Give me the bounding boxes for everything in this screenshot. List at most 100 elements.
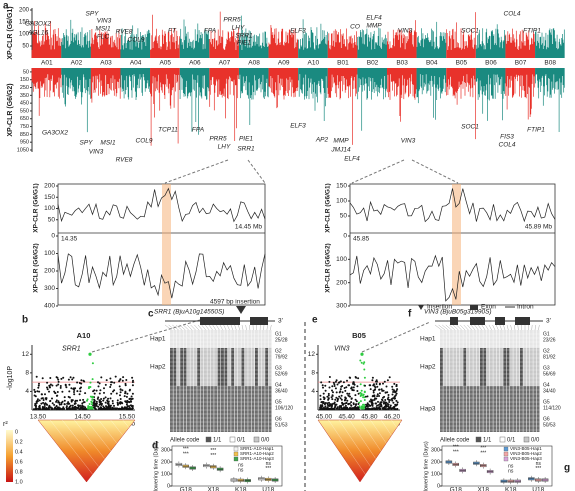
genotype-cell — [446, 386, 450, 432]
snp — [372, 384, 375, 387]
snp — [97, 408, 100, 411]
genotype-cell — [224, 386, 228, 432]
snp — [63, 399, 66, 402]
snp — [99, 389, 102, 392]
snp — [391, 393, 394, 396]
exon — [200, 317, 240, 325]
snp — [53, 403, 56, 406]
snp — [350, 404, 353, 407]
chromosome-label: A04 — [130, 60, 142, 67]
snp — [35, 408, 38, 411]
snp — [104, 407, 106, 410]
snp — [131, 376, 134, 379]
snp — [109, 377, 112, 380]
genotype-cell — [170, 330, 173, 348]
genotype-cell — [506, 348, 510, 386]
snp — [341, 408, 344, 411]
significance: ns — [266, 461, 272, 467]
connector — [351, 159, 405, 184]
snp — [351, 389, 354, 392]
snp — [130, 400, 133, 403]
snp — [366, 404, 368, 407]
snp — [45, 408, 48, 411]
snp — [95, 404, 98, 407]
snp — [334, 380, 337, 383]
snp — [378, 392, 381, 395]
significance: *** — [535, 466, 541, 472]
y-tick-label: 850 — [20, 132, 29, 138]
snp — [389, 406, 392, 409]
snp — [98, 382, 101, 385]
snp — [322, 386, 324, 389]
group-count: 36/40 — [275, 388, 288, 394]
significance: *** — [183, 447, 189, 453]
snp — [350, 397, 353, 400]
legend-label: SRR1-A10-Hap3 — [240, 456, 274, 461]
ld-grid — [380, 419, 392, 436]
snp — [344, 389, 347, 392]
snp — [55, 405, 58, 408]
gene-label: COL4 — [499, 142, 516, 149]
y-tick-label: 350 — [20, 93, 29, 99]
snp — [384, 408, 387, 411]
snp — [119, 394, 121, 397]
snp — [370, 398, 372, 401]
snp — [121, 379, 124, 382]
genotype-cell — [173, 386, 177, 432]
snp-link — [219, 324, 223, 331]
snp — [346, 379, 348, 382]
snp — [110, 392, 113, 395]
snp — [376, 380, 378, 383]
snp — [335, 403, 338, 406]
group-label: G5 — [543, 399, 550, 405]
x-tick-label: K18 — [505, 487, 517, 491]
genotype-cell — [200, 330, 204, 348]
xpclr-top — [298, 19, 328, 58]
snp — [131, 392, 134, 395]
y-tick-label: 200 — [161, 459, 170, 465]
snp — [98, 392, 101, 395]
y-tick-label: 12 — [22, 351, 30, 358]
xpclr-top — [120, 25, 151, 58]
snp — [60, 377, 63, 380]
snp — [388, 376, 391, 379]
snp — [130, 404, 133, 407]
snp — [116, 403, 119, 406]
genotype-cell — [466, 386, 470, 432]
snp — [97, 396, 100, 399]
snp — [86, 398, 89, 401]
snp — [363, 399, 366, 401]
genotype-cell — [503, 348, 507, 386]
ld-grid — [98, 419, 117, 444]
significance: *** — [265, 466, 271, 472]
snp — [388, 401, 391, 403]
snp — [354, 404, 357, 406]
snp — [104, 383, 107, 386]
snp — [71, 378, 74, 381]
genotype-cell — [443, 330, 447, 348]
snp — [122, 407, 124, 410]
snp — [395, 392, 398, 395]
snp — [376, 404, 379, 407]
snp — [113, 404, 115, 407]
chromosome-label: B06 — [485, 60, 497, 67]
group-count: 106/120 — [275, 405, 293, 411]
snp — [357, 392, 360, 395]
snp — [391, 399, 394, 402]
snp — [386, 403, 389, 405]
snp — [359, 400, 362, 403]
panel-title: A10 — [77, 331, 91, 340]
x-tick-label: 46.20 — [384, 414, 401, 421]
snp — [342, 403, 344, 406]
gene-label: VIN3 — [97, 18, 112, 25]
lead-snp — [360, 352, 364, 356]
snp — [51, 397, 53, 400]
gene-label: ELF3 — [290, 123, 306, 130]
snp — [115, 392, 118, 395]
snp — [119, 401, 122, 404]
snp — [49, 399, 52, 402]
snp — [375, 379, 378, 382]
snp — [357, 403, 360, 405]
snp — [122, 376, 125, 379]
genotype-cell — [453, 386, 457, 432]
